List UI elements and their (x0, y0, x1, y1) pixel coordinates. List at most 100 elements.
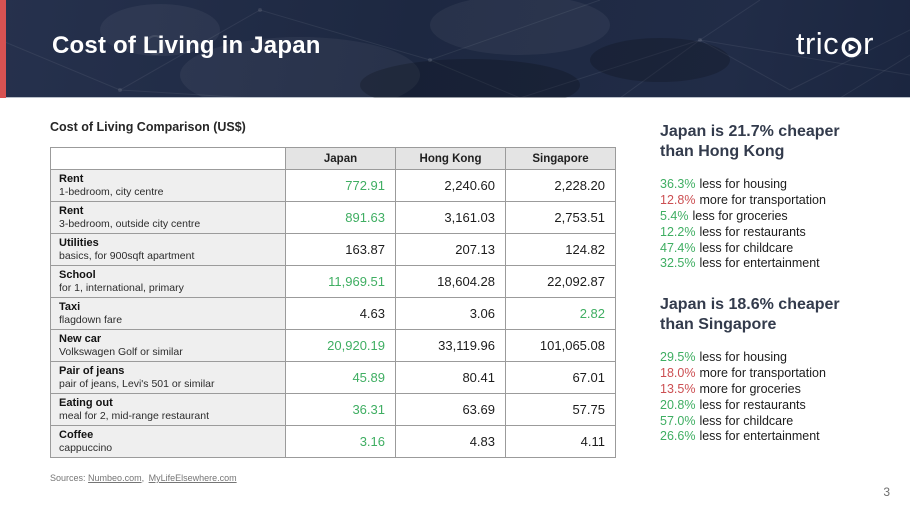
value-hong-kong: 63.69 (462, 402, 495, 417)
column-header-japan: Japan (285, 147, 396, 170)
row-detail: for 1, international, primary (59, 282, 184, 294)
list-item: 26.6% less for entertainment (660, 429, 905, 445)
percentage: 20.8% (660, 397, 696, 412)
list-item: 18.0% more for transportation (660, 366, 905, 382)
row-detail: pair of jeans, Levi's 501 or similar (59, 378, 215, 390)
world-map-network-background (0, 0, 910, 98)
table-header-row: Japan Hong Kong Singapore (50, 147, 616, 170)
slide-header: Cost of Living in Japan tric r (0, 0, 910, 98)
item-text: less for groceries (692, 208, 788, 223)
sources-separator: , (141, 473, 145, 483)
column-header-singapore: Singapore (505, 147, 616, 170)
percentage: 26.6% (660, 429, 696, 444)
value-singapore: 2.82 (579, 306, 605, 321)
row-item: Utilities (59, 237, 99, 249)
list-item: 12.2% less for restaurants (660, 225, 905, 241)
percentage: 36.3% (660, 177, 696, 192)
list-item: 32.5% less for entertainment (660, 256, 905, 272)
row-detail: Volkswagen Golf or similar (59, 346, 183, 358)
row-item: Rent (59, 173, 84, 185)
singapore-comparison-list: 29.5% less for housing 18.0% more for tran… (660, 350, 905, 445)
value-singapore: 57.75 (572, 402, 605, 417)
value-singapore: 4.11 (580, 434, 605, 449)
singapore-comparison-heading: Japan is 18.6% cheaper than Singapore (660, 296, 840, 334)
table-row: Utilities basics, for 900sqft apartment … (50, 233, 616, 266)
list-item: 29.5% less for housing (660, 350, 905, 366)
logo-text-post: r (863, 26, 874, 61)
row-item: School (59, 269, 96, 281)
value-hong-kong: 18,604.28 (437, 274, 495, 289)
item-text: less for childcare (699, 413, 794, 428)
source-link-mylifeelsewhere[interactable]: MyLifeElsewhere.com (148, 473, 237, 483)
page-title: Cost of Living in Japan (52, 32, 321, 59)
value-japan: 163.87 (345, 242, 385, 257)
row-detail: 1-bedroom, city centre (59, 186, 164, 198)
value-japan: 4.63 (359, 306, 385, 321)
insights-panel: Japan is 21.7% cheaper than Hong Kong 36… (660, 122, 905, 468)
list-item: 12.8% more for transportation (660, 193, 905, 209)
percentage: 13.5% (660, 382, 696, 396)
item-text: less for housing (699, 350, 788, 365)
row-item: Pair of jeans (59, 365, 125, 377)
table-row: Eating out meal for 2, mid-range restaur… (50, 393, 616, 426)
sources-line: Sources: Numbeo.com, MyLifeElsewhere.com (50, 473, 237, 483)
percentage: 18.0% (660, 366, 696, 381)
item-text: more for transportation (699, 366, 826, 381)
list-item: 36.3% less for housing (660, 177, 905, 193)
value-singapore: 2,753.51 (554, 210, 605, 225)
list-item: 20.8% less for restaurants (660, 398, 905, 414)
percentage: 29.5% (660, 350, 696, 365)
source-link-numbeo[interactable]: Numbeo.com (88, 473, 142, 483)
cost-comparison-table: Japan Hong Kong Singapore Rent 1-bedroom… (50, 147, 616, 458)
table-row: Coffee cappuccino 3.16 4.83 4.11 (50, 425, 616, 458)
table-row: Rent 3-bedroom, outside city centre 891.… (50, 201, 616, 234)
value-japan: 36.31 (352, 402, 385, 417)
value-japan: 3.16 (359, 434, 385, 449)
percentage: 5.4% (660, 208, 689, 223)
row-item: Rent (59, 205, 84, 217)
value-hong-kong: 33,119.96 (438, 338, 495, 353)
value-singapore: 124.82 (565, 242, 605, 257)
value-japan: 772.91 (345, 178, 385, 193)
item-text: less for restaurants (699, 397, 806, 412)
tricor-logo: tric r (796, 26, 874, 62)
table-title: Cost of Living Comparison (US$) (50, 120, 246, 134)
percentage: 47.4% (660, 240, 696, 255)
row-item: New car (59, 333, 102, 345)
value-hong-kong: 207.13 (455, 242, 495, 257)
value-hong-kong: 80.41 (462, 370, 495, 385)
row-item: Taxi (59, 301, 81, 313)
row-detail: 3-bedroom, outside city centre (59, 218, 201, 230)
row-detail: meal for 2, mid-range restaurant (59, 410, 209, 422)
value-hong-kong: 2,240.60 (444, 178, 495, 193)
hong-kong-comparison-list: 36.3% less for housing 12.8% more for tran… (660, 177, 905, 272)
item-text: less for entertainment (699, 256, 820, 271)
row-detail: cappuccino (59, 442, 113, 454)
table-row: School for 1, international, primary 11,… (50, 265, 616, 298)
row-detail: basics, for 900sqft apartment (59, 250, 195, 262)
tricor-play-circle-icon (841, 37, 862, 58)
percentage: 32.5% (660, 256, 696, 271)
table-row: Taxi flagdown fare 4.63 3.06 2.82 (50, 297, 616, 330)
column-header-hong-kong: Hong Kong (395, 147, 506, 170)
value-hong-kong: 3,161.03 (444, 210, 495, 225)
list-item: 57.0% less for childcare (660, 414, 905, 430)
list-item: 13.5% more for groceries (660, 382, 905, 398)
value-hong-kong: 3.06 (469, 306, 495, 321)
item-text: less for entertainment (699, 429, 820, 444)
percentage: 12.8% (660, 193, 696, 208)
value-hong-kong: 4.83 (469, 434, 495, 449)
red-accent-bar (0, 0, 6, 98)
value-singapore: 22,092.87 (547, 274, 605, 289)
list-item: 5.4% less for groceries (660, 209, 905, 225)
value-japan: 11,969.51 (328, 274, 385, 289)
value-singapore: 2,228.20 (554, 178, 605, 193)
item-text: more for transportation (699, 193, 826, 208)
list-item: 47.4% less for childcare (660, 241, 905, 257)
item-text: less for restaurants (699, 224, 806, 239)
row-item: Coffee (59, 429, 94, 441)
item-text: less for housing (699, 177, 788, 192)
corner-cell (50, 147, 286, 170)
table-row: Rent 1-bedroom, city centre 772.91 2,240… (50, 169, 616, 202)
